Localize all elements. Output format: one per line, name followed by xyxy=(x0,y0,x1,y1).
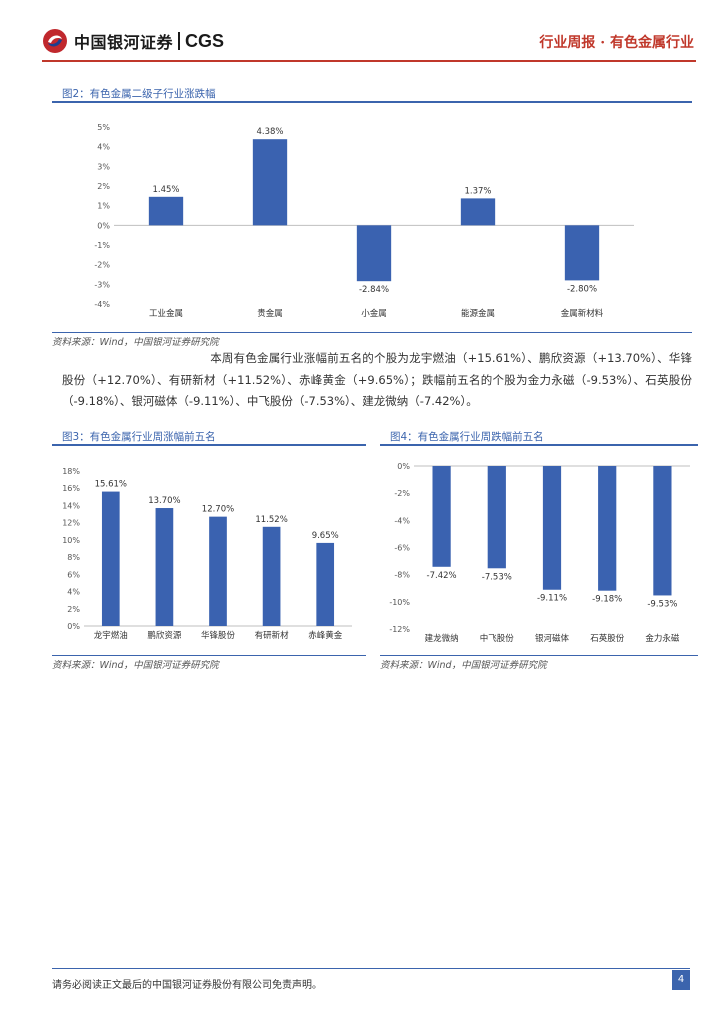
figure2-ytick-label: 2% xyxy=(97,182,110,191)
footer-divider xyxy=(52,968,690,969)
figure2-title: 图2：有色金属二级子行业涨跌幅 xyxy=(62,88,216,100)
figure3-ytick-label: 8% xyxy=(67,553,80,562)
figure3-title-rule xyxy=(52,444,366,446)
figure2-data-label: -2.80% xyxy=(567,284,597,294)
figure2-bottom-rule xyxy=(52,332,692,333)
cgs-logo-icon xyxy=(43,29,67,53)
figure2-data-label: 1.37% xyxy=(464,186,491,196)
figure4-bottom-rule xyxy=(380,655,698,656)
figure2-data-label: 1.45% xyxy=(152,185,179,195)
paragraph-text: 本周有色金属行业涨幅前五名的个股为龙宇燃油（+15.61%）、鹏欣资源（+13.… xyxy=(62,351,692,408)
figure4-ytick-label: -12% xyxy=(389,625,410,634)
figure2-source: 资料来源：Wind，中国银河证券研究院 xyxy=(52,337,219,348)
figure4-ytick-label: -6% xyxy=(394,544,410,553)
figure3-category-label: 赤峰黄金 xyxy=(308,630,343,641)
figure4-source: 资料来源：Wind，中国银河证券研究院 xyxy=(380,660,547,671)
logo-chinese-name: 中国银河证券 xyxy=(74,33,174,52)
page-number: 4 xyxy=(672,970,690,990)
figure3-chart: 18% 16% 14% 12% 10% 8% 6% 4% 2% 0% 15.61% 龙宇燃油 13.70… xyxy=(62,467,352,641)
figure3-ytick-label: 4% xyxy=(67,588,80,597)
figure2-ytick-label: -3% xyxy=(94,280,110,289)
figure2-category-label: 工业金属 xyxy=(149,308,183,319)
figure4-ytick-label: -10% xyxy=(389,598,410,607)
figure3-bar xyxy=(316,542,335,626)
figure3-bar xyxy=(101,491,120,626)
figure3-data-label: 11.52% xyxy=(255,515,287,525)
figure3-title: 图3：有色金属行业周涨幅前五名 xyxy=(62,431,216,443)
figure2-ytick-label: -1% xyxy=(94,241,110,250)
figure4-bar xyxy=(432,466,451,567)
figure2-bar xyxy=(356,225,392,282)
figure4-bar xyxy=(542,466,562,590)
figure2-ytick-label: 4% xyxy=(97,143,110,152)
figure2-data-label: -2.84% xyxy=(359,285,389,295)
figure3-category-label: 华锋股份 xyxy=(201,630,236,641)
figure4-data-label: -9.11% xyxy=(537,594,567,604)
figure4-ytick-label: 0% xyxy=(397,462,410,471)
figure4-ytick-label: -4% xyxy=(394,516,410,525)
figure4-bar xyxy=(598,466,617,591)
figure4-data-label: -7.42% xyxy=(427,571,457,581)
footer-disclaimer: 请务必阅读正文最后的中国银河证券股份有限公司免责声明。 xyxy=(52,980,322,991)
figure2-category-label: 贵金属 xyxy=(257,308,283,319)
figure4-title: 图4：有色金属行业周跌幅前五名 xyxy=(390,431,544,443)
figure2-bar xyxy=(252,139,288,226)
figure2-ytick-label: 1% xyxy=(97,202,110,211)
figure2-category-label: 金属新材料 xyxy=(561,308,604,319)
figure3-ytick-label: 14% xyxy=(62,501,80,510)
figure4-ytick-label: -2% xyxy=(394,489,410,498)
figure3-source: 资料来源：Wind，中国银河证券研究院 xyxy=(52,660,219,671)
figure3-data-label: 15.61% xyxy=(95,480,127,490)
figure4-category-label: 中飞股份 xyxy=(480,633,515,644)
figure2-bar xyxy=(148,196,184,226)
logo-separator xyxy=(178,32,181,50)
figure3-bar xyxy=(209,516,227,626)
figure4-data-label: -9.18% xyxy=(592,595,622,605)
figure4-chart: 0% -2% -4% -6% -8% -10% -12% -7.42% 建龙微纳 -7.53% 中飞… xyxy=(389,462,690,644)
figure2-chart: 5% 4% 3% 2% 1% 0% -1% -2% -3% -4% 1.45% 工业金属 4.38% 贵金… xyxy=(94,123,634,319)
figure2-ytick-label: -4% xyxy=(94,300,110,309)
figure2-category-label: 能源金属 xyxy=(461,308,495,319)
figure3-ytick-label: 6% xyxy=(67,570,80,579)
figure4-ytick-label: -8% xyxy=(394,571,410,580)
figure2-ytick-label: -2% xyxy=(94,261,110,270)
company-logo: 中国银河证券 CGS xyxy=(42,26,242,56)
figure2-ytick-label: 0% xyxy=(97,221,110,230)
figure2-title-rule xyxy=(52,101,692,103)
figure3-bar xyxy=(262,526,281,626)
figure3-ytick-label: 10% xyxy=(62,536,80,545)
figure4-category-label: 金力永磁 xyxy=(645,633,680,644)
figure2-category-label: 小金属 xyxy=(361,308,387,319)
figure3-ytick-label: 0% xyxy=(67,622,80,631)
figure3-ytick-label: 12% xyxy=(62,519,80,528)
figure2-ytick-label: 3% xyxy=(97,162,110,171)
figure3-ytick-label: 18% xyxy=(62,467,80,476)
figure4-data-label: -9.53% xyxy=(647,599,677,609)
figure3-bar xyxy=(155,508,174,626)
figure4-category-label: 建龙微纳 xyxy=(425,633,459,644)
header-divider xyxy=(42,60,696,62)
figure3-category-label: 鹏欣资源 xyxy=(147,630,182,641)
figure3-ytick-label: 16% xyxy=(62,484,80,493)
figure3-data-label: 13.70% xyxy=(148,496,180,506)
figure3-data-label: 12.70% xyxy=(202,505,234,515)
figure4-category-label: 银河磁体 xyxy=(535,633,570,644)
figure3-bottom-rule xyxy=(52,655,366,656)
figure4-category-label: 石英股份 xyxy=(590,633,625,644)
figure2-bar xyxy=(460,198,496,226)
report-type: 行业周报 · 有色金属行业 xyxy=(539,35,694,51)
figure4-data-label: -7.53% xyxy=(482,572,512,582)
figure4-title-rule xyxy=(380,444,698,446)
logo-english-name: CGS xyxy=(185,30,225,51)
figure2-data-label: 4.38% xyxy=(256,127,283,137)
figure3-category-label: 有研新材 xyxy=(255,630,290,641)
figure4-bar xyxy=(487,466,506,569)
figure2-ytick-label: 5% xyxy=(97,123,110,132)
figure4-bar xyxy=(653,466,672,596)
figure3-category-label: 龙宇燃油 xyxy=(94,630,128,641)
figure3-ytick-label: 2% xyxy=(67,605,80,614)
body-paragraph: 本周有色金属行业涨幅前五名的个股为龙宇燃油（+15.61%）、鹏欣资源（+13.… xyxy=(62,348,692,413)
figure2-bar xyxy=(564,225,600,281)
figure3-data-label: 9.65% xyxy=(312,531,339,541)
